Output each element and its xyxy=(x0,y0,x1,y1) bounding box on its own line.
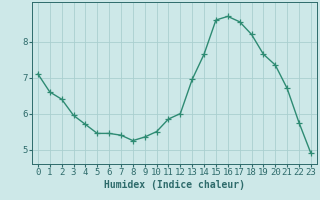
X-axis label: Humidex (Indice chaleur): Humidex (Indice chaleur) xyxy=(104,180,245,190)
